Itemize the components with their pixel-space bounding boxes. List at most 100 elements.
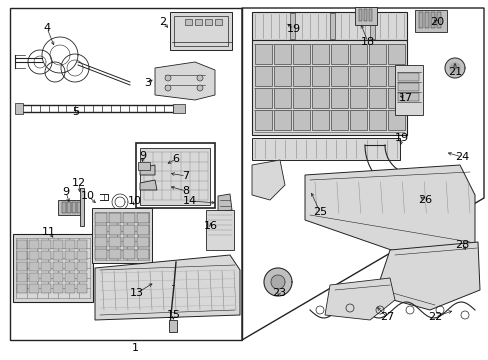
- Bar: [358, 9, 361, 21]
- Polygon shape: [251, 160, 285, 200]
- Bar: [29, 251, 39, 260]
- Bar: [41, 251, 51, 260]
- Bar: [254, 110, 271, 130]
- Bar: [41, 240, 51, 249]
- Bar: [17, 284, 27, 293]
- Bar: [311, 66, 328, 86]
- Bar: [95, 213, 107, 223]
- Polygon shape: [325, 278, 394, 320]
- Bar: [65, 262, 75, 271]
- Bar: [394, 65, 422, 115]
- Polygon shape: [155, 62, 215, 100]
- Text: 24: 24: [454, 152, 468, 162]
- Bar: [397, 73, 418, 81]
- Text: 14: 14: [183, 196, 197, 206]
- Text: 27: 27: [379, 312, 393, 322]
- Text: 28: 28: [454, 240, 468, 250]
- Bar: [368, 110, 385, 130]
- Circle shape: [164, 75, 171, 81]
- Bar: [29, 284, 39, 293]
- Bar: [387, 66, 404, 86]
- Bar: [17, 240, 27, 249]
- Polygon shape: [374, 242, 479, 310]
- Bar: [349, 66, 366, 86]
- Text: 5: 5: [72, 107, 80, 117]
- Circle shape: [197, 75, 203, 81]
- Bar: [109, 249, 121, 259]
- Bar: [170, 12, 231, 50]
- Polygon shape: [140, 165, 155, 175]
- Bar: [387, 44, 404, 64]
- Bar: [77, 262, 87, 271]
- Bar: [95, 249, 107, 259]
- Bar: [41, 284, 51, 293]
- Bar: [254, 44, 271, 64]
- Text: 9: 9: [139, 151, 146, 161]
- Polygon shape: [264, 268, 291, 296]
- Text: 1: 1: [131, 343, 138, 353]
- Bar: [29, 240, 39, 249]
- Bar: [137, 213, 149, 223]
- Text: 10: 10: [81, 191, 95, 201]
- Bar: [17, 273, 27, 282]
- Bar: [251, 40, 406, 135]
- Bar: [41, 273, 51, 282]
- Text: 20: 20: [429, 17, 443, 27]
- Bar: [174, 16, 227, 46]
- Bar: [414, 10, 446, 32]
- Bar: [95, 237, 107, 247]
- Bar: [418, 12, 422, 28]
- Bar: [65, 240, 75, 249]
- Bar: [17, 262, 27, 271]
- Bar: [273, 66, 290, 86]
- Bar: [254, 66, 271, 86]
- Polygon shape: [444, 58, 464, 78]
- Bar: [387, 88, 404, 108]
- Bar: [330, 110, 347, 130]
- Polygon shape: [270, 275, 285, 289]
- Text: 7: 7: [182, 171, 189, 181]
- Text: 11: 11: [42, 227, 56, 237]
- Bar: [62, 202, 66, 213]
- Bar: [77, 284, 87, 293]
- Bar: [29, 273, 39, 282]
- Bar: [58, 200, 80, 215]
- Text: 3: 3: [144, 78, 151, 88]
- Bar: [123, 249, 135, 259]
- Bar: [368, 66, 385, 86]
- Bar: [195, 19, 202, 25]
- Bar: [53, 240, 63, 249]
- Bar: [137, 225, 149, 235]
- Polygon shape: [305, 165, 474, 260]
- Bar: [15, 103, 23, 114]
- Text: 6: 6: [172, 154, 179, 164]
- Bar: [65, 284, 75, 293]
- Bar: [387, 110, 404, 130]
- Bar: [95, 225, 107, 235]
- Bar: [273, 44, 290, 64]
- Bar: [363, 9, 366, 21]
- Bar: [330, 44, 347, 64]
- Polygon shape: [218, 194, 231, 212]
- Text: 4: 4: [43, 23, 50, 33]
- Bar: [67, 202, 71, 213]
- Bar: [273, 110, 290, 130]
- Bar: [184, 19, 192, 25]
- Text: 19: 19: [394, 133, 408, 143]
- Bar: [251, 138, 399, 160]
- Text: 8: 8: [182, 186, 189, 196]
- Bar: [53, 273, 63, 282]
- Bar: [292, 110, 309, 130]
- Bar: [10, 8, 242, 340]
- Text: 9: 9: [62, 187, 69, 197]
- Bar: [205, 210, 234, 250]
- Bar: [292, 44, 309, 64]
- Bar: [330, 66, 347, 86]
- Bar: [397, 93, 418, 101]
- Bar: [397, 83, 418, 91]
- Text: 17: 17: [398, 93, 412, 103]
- Bar: [349, 44, 366, 64]
- Text: 25: 25: [312, 207, 326, 217]
- Text: 12: 12: [72, 178, 86, 188]
- Bar: [173, 104, 184, 113]
